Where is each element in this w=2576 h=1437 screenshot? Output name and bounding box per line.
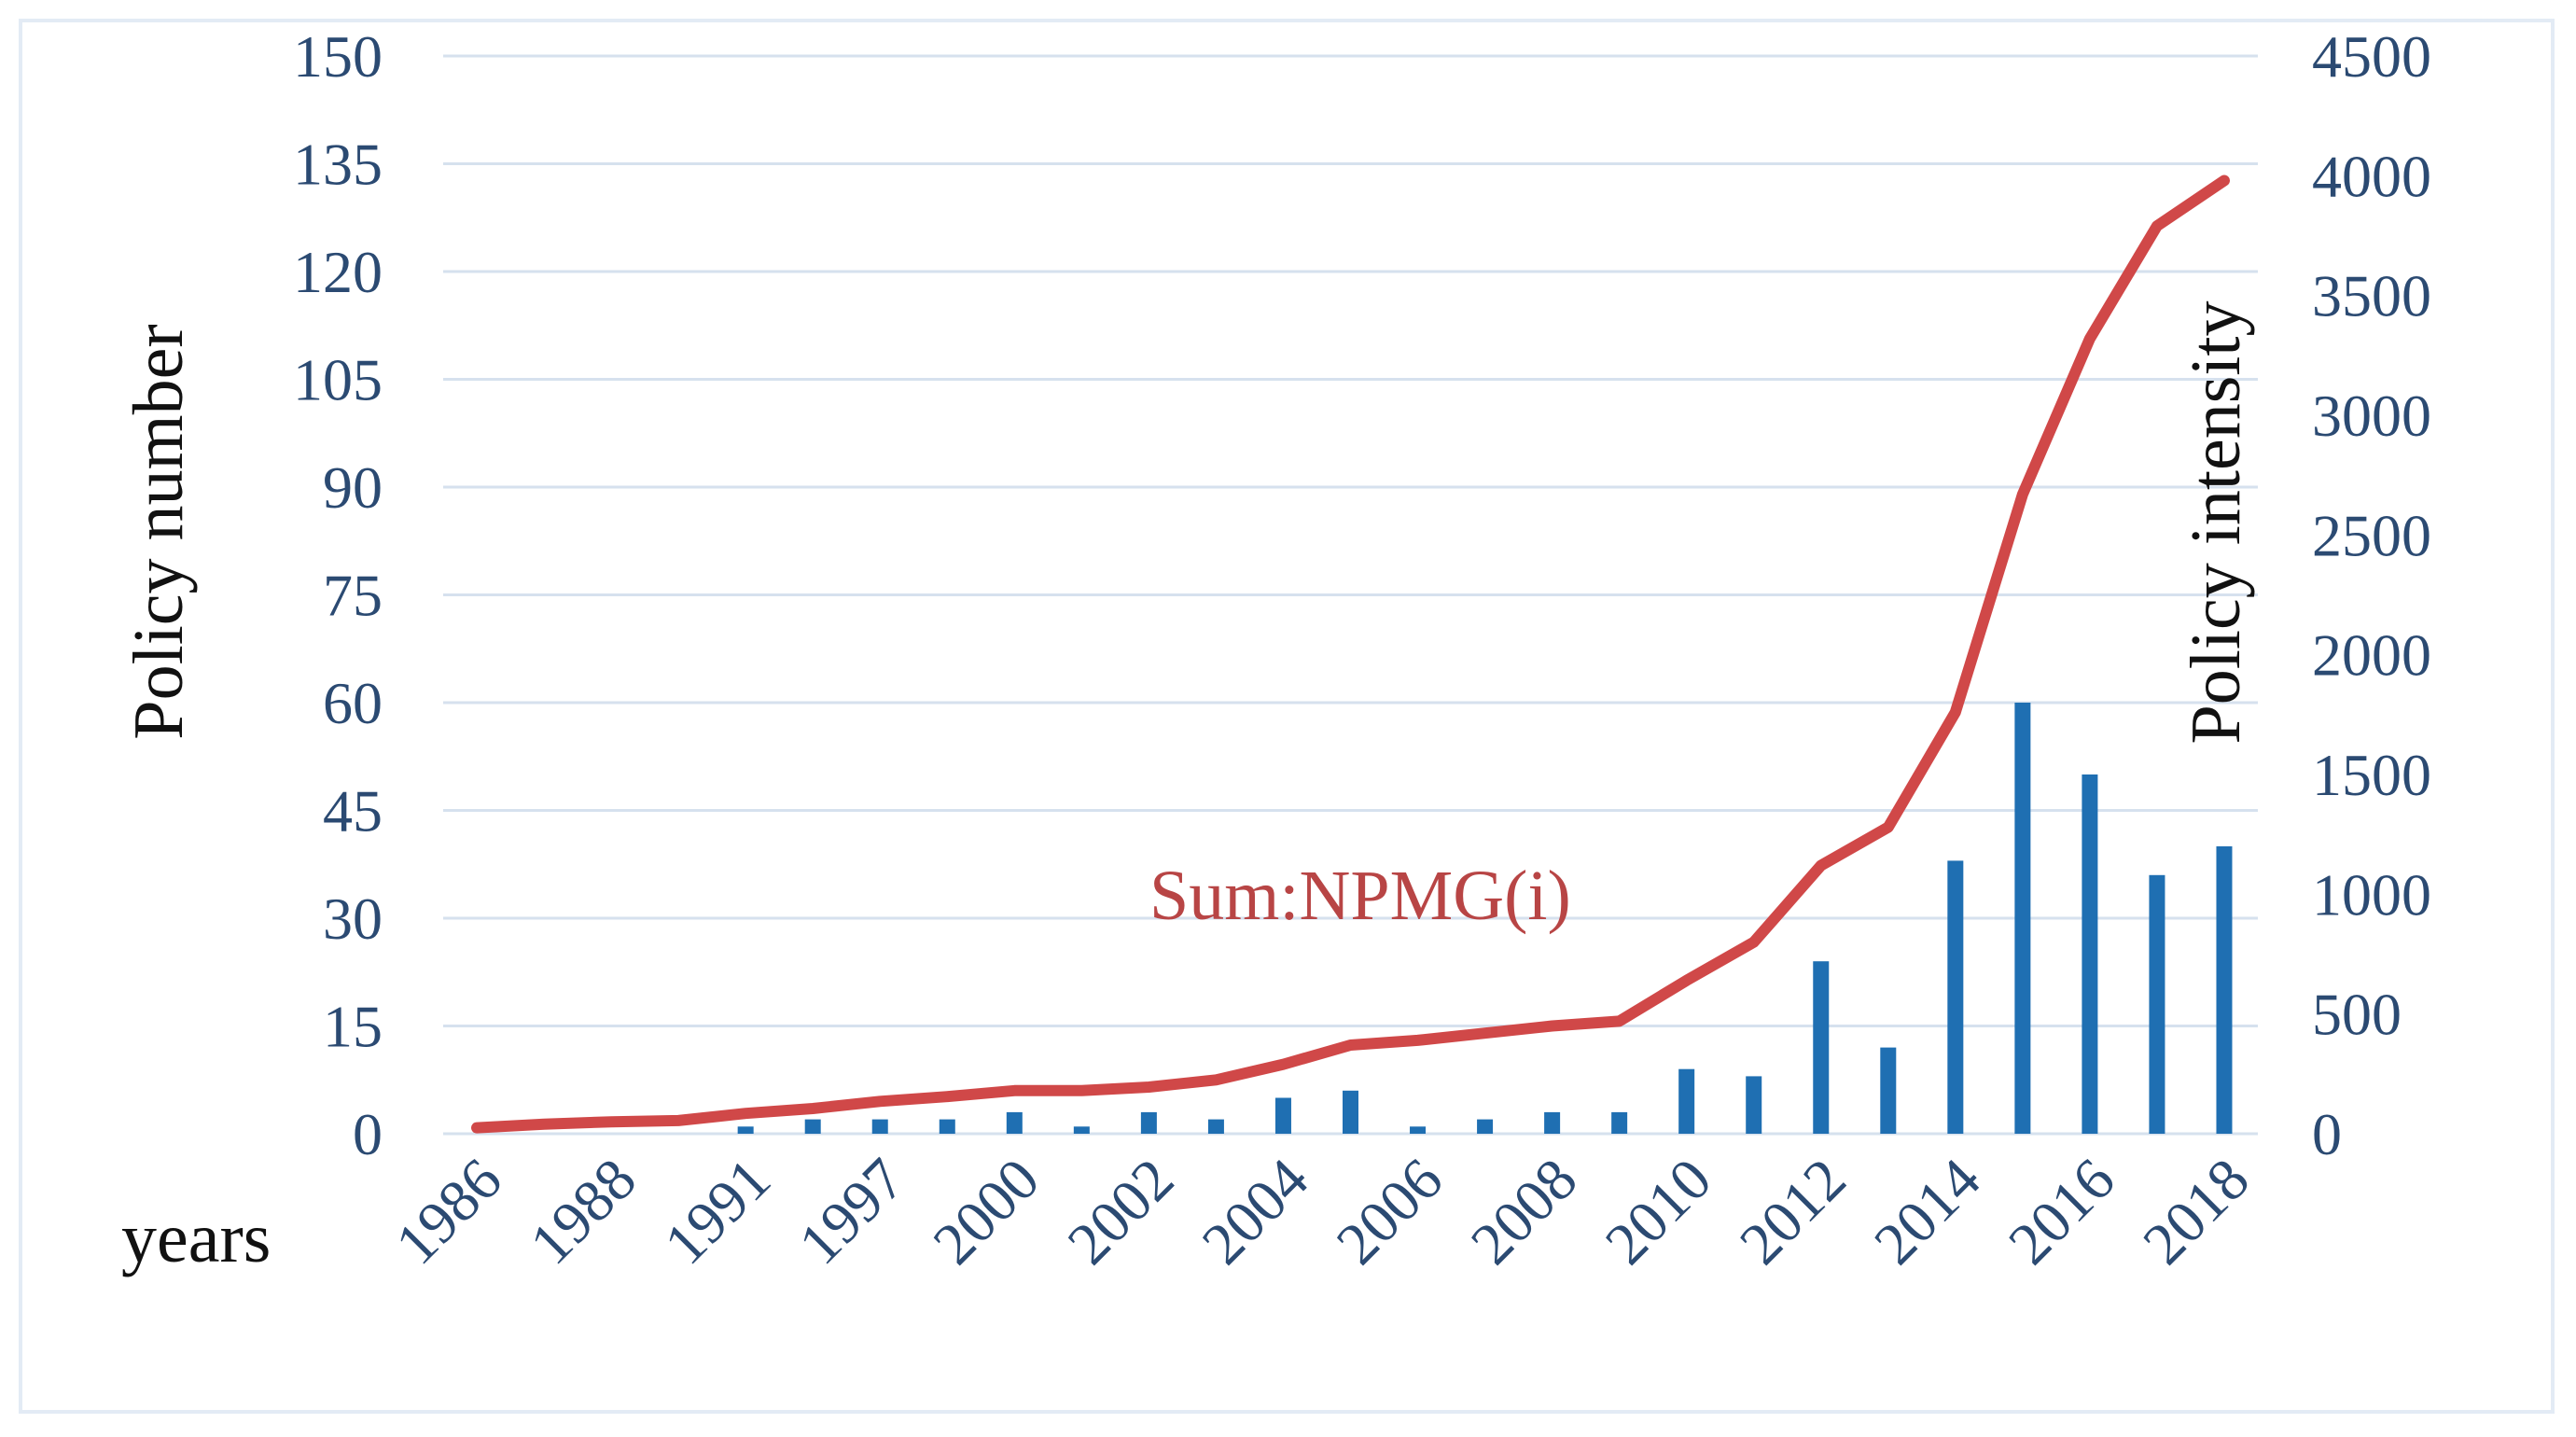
- x-tick-label: 2004: [1190, 1146, 1321, 1277]
- y-left-tick-label: 45: [323, 778, 383, 844]
- x-tick-label: 2006: [1324, 1146, 1455, 1277]
- bar-2015: [2014, 703, 2031, 1134]
- x-tick-label: 2014: [1861, 1146, 1993, 1277]
- y-left-axis-title: Policy number: [119, 324, 198, 739]
- bar-2002: [1140, 1111, 1157, 1134]
- y-right-tick-label: 0: [2312, 1101, 2342, 1167]
- y-right-tick-label: 2500: [2312, 502, 2431, 568]
- bar-2009: [1611, 1111, 1628, 1134]
- gridlines: [443, 54, 2258, 1136]
- y-right-tick-label: 1000: [2312, 861, 2431, 928]
- x-tick-label: 2018: [2130, 1146, 2262, 1277]
- bar-2017: [2149, 874, 2165, 1134]
- y-left-tick-label: 90: [323, 454, 383, 521]
- y-left-tick-label: 75: [323, 563, 383, 629]
- x-tick-label: 2008: [1458, 1146, 1590, 1277]
- x-tick-label: 2002: [1055, 1146, 1187, 1277]
- y-left-tick-label: 0: [353, 1101, 383, 1167]
- bar-2005: [1343, 1090, 1358, 1134]
- y-left-tick-label: 120: [293, 239, 383, 305]
- x-tick-label: 2012: [1727, 1146, 1859, 1277]
- bar-2004: [1274, 1097, 1291, 1134]
- line-series-label: Sum:NPMG(i): [1149, 857, 1571, 935]
- bar-2012: [1813, 961, 1830, 1134]
- y-left-tick-label: 150: [293, 23, 383, 90]
- bar-2014: [1947, 860, 1964, 1134]
- bar-2000: [1006, 1111, 1023, 1134]
- bar-2006: [1410, 1126, 1427, 1134]
- bar-2018: [2216, 846, 2233, 1134]
- npmg-line: [471, 174, 2230, 1134]
- right-axis-ticks: 0 500 1000 1500 2000 2500 3000 3500 4000 4500: [2312, 23, 2431, 1167]
- x-tick-label: 1988: [517, 1146, 648, 1277]
- x-tick-label: 2000: [921, 1146, 1052, 1277]
- bar-2016: [2082, 774, 2098, 1134]
- y-left-tick-label: 15: [323, 994, 383, 1060]
- line-series-npmg: [471, 174, 2230, 1134]
- y-left-tick-label: 30: [323, 886, 383, 952]
- y-right-tick-label: 4000: [2312, 143, 2431, 209]
- bar-2007: [1477, 1119, 1494, 1134]
- x-tick-label: 2016: [1996, 1146, 2127, 1277]
- left-axis-ticks: 0 15 30 45 60 75 90 105 120 135 150: [293, 23, 383, 1167]
- y-right-tick-label: 4500: [2312, 23, 2431, 90]
- y-right-tick-label: 3000: [2312, 383, 2431, 449]
- y-right-tick-label: 3500: [2312, 263, 2431, 329]
- y-left-tick-label: 60: [323, 670, 383, 736]
- bar-1998: [939, 1119, 955, 1134]
- x-tick-label: 1986: [383, 1146, 514, 1277]
- x-axis-title: years: [121, 1199, 271, 1277]
- y-left-tick-label: 135: [293, 132, 383, 198]
- x-tick-label: 2010: [1593, 1146, 1724, 1277]
- y-right-tick-label: 1500: [2312, 742, 2431, 808]
- x-tick-label: 1997: [786, 1146, 917, 1277]
- bar-2001: [1073, 1126, 1090, 1134]
- bar-1994: [804, 1119, 821, 1134]
- bar-1997: [871, 1119, 888, 1134]
- bar-2013: [1880, 1047, 1897, 1134]
- y-right-tick-label: 2000: [2312, 622, 2431, 689]
- x-axis-ticks: 1986 1988 1991 1997 2000 2002 2004 2006 2008 2010…: [383, 1146, 2262, 1277]
- chart-frame: [19, 19, 2555, 1414]
- bar-2008: [1544, 1111, 1561, 1134]
- bar-2010: [1678, 1068, 1695, 1134]
- bar-2011: [1746, 1076, 1762, 1134]
- y-left-tick-label: 105: [293, 347, 383, 413]
- y-right-tick-label: 500: [2312, 982, 2402, 1048]
- bar-2003: [1207, 1119, 1224, 1134]
- bar-1991: [737, 1126, 754, 1134]
- y-right-axis-title: Policy intensity: [2177, 301, 2255, 745]
- bar-series-policy-number: [737, 703, 2233, 1134]
- x-tick-label: 1991: [651, 1146, 783, 1277]
